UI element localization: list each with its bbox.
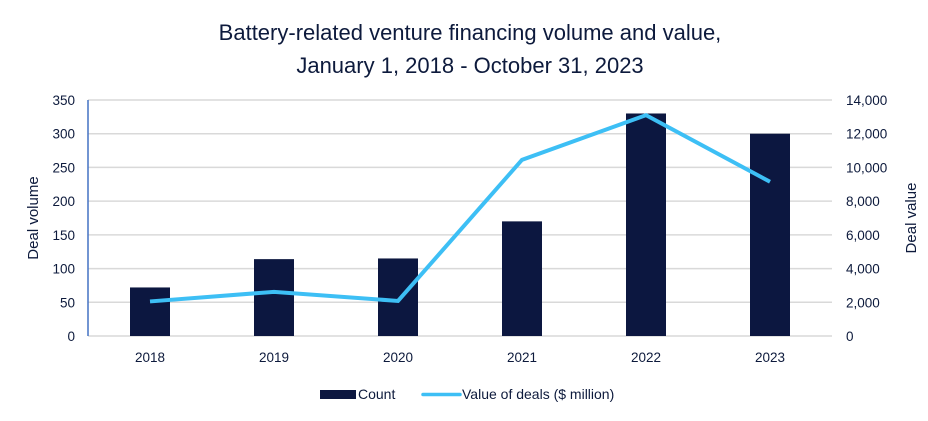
chart-title-line-2: January 1, 2018 - October 31, 2023 [296,53,643,78]
x-tick-label: 2020 [383,350,413,365]
left-tick-label: 200 [52,194,75,209]
left-tick-label: 100 [52,262,75,277]
right-tick-label: 4,000 [846,262,880,277]
right-tick-label: 10,000 [846,160,887,175]
legend-label-value: Value of deals ($ million) [462,386,614,402]
bar-2023 [750,133,790,336]
bar-2018 [130,287,170,336]
left-axis-ticks: 0 50 100 150 200 250 300 350 [52,93,75,344]
x-axis-ticks: 2018 2019 2020 2021 2022 2023 [135,350,785,365]
right-axis-ticks: 0 2,000 4,000 6,000 8,000 10,000 12,000 14,000 [846,93,887,344]
x-tick-label: 2022 [631,350,661,365]
value-line [149,112,771,304]
x-tick-label: 2023 [755,350,785,365]
right-tick-label: 8,000 [846,194,880,209]
left-tick-label: 250 [52,160,75,175]
right-tick-label: 14,000 [846,93,887,108]
bar-series-count [130,113,790,336]
x-tick-label: 2021 [507,350,537,365]
right-tick-label: 0 [846,329,854,344]
right-axis-title: Deal value [903,183,920,254]
bar-2022 [626,113,666,336]
legend: Count Value of deals ($ million) [320,386,614,402]
left-tick-label: 150 [52,228,75,243]
bar-2019 [254,259,294,336]
left-tick-label: 0 [67,329,75,344]
bar-2020 [378,258,418,336]
left-tick-label: 300 [52,127,75,142]
line-series-value [149,112,771,304]
right-tick-label: 2,000 [846,295,880,310]
legend-swatch-count [320,390,356,399]
x-tick-label: 2018 [135,350,165,365]
gridlines [88,99,832,337]
chart-title-line-1: Battery-related venture financing volume… [219,20,722,45]
right-tick-label: 6,000 [846,228,880,243]
left-axis-title: Deal volume [25,176,42,259]
x-tick-label: 2019 [259,350,289,365]
left-tick-label: 50 [60,295,75,310]
bar-2021 [502,221,542,336]
right-tick-label: 12,000 [846,127,887,142]
left-tick-label: 350 [52,93,75,108]
legend-label-count: Count [358,386,395,402]
